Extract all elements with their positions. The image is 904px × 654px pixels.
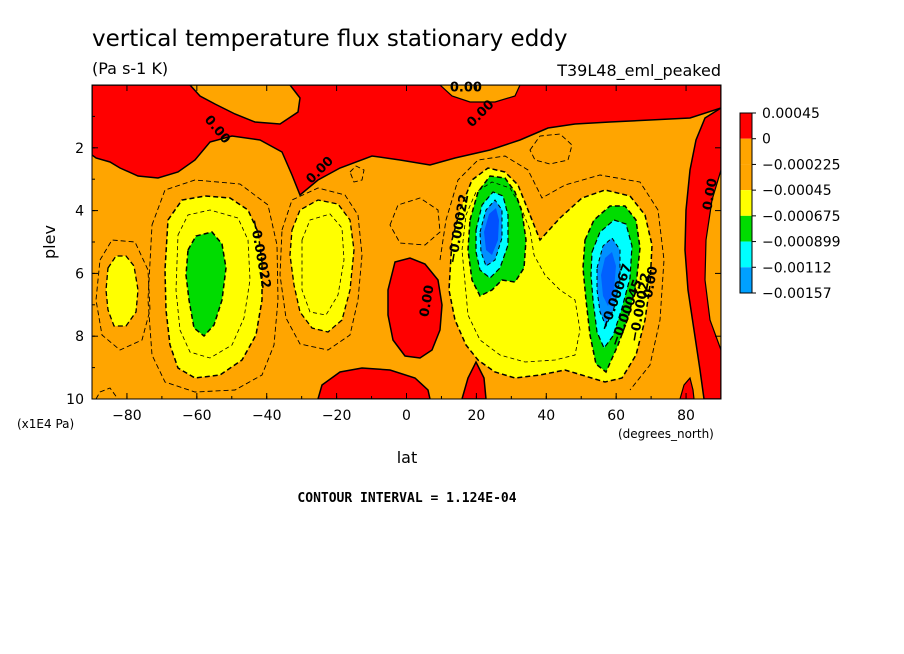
colorbar-swatch — [740, 190, 752, 216]
contour-label: 0.00 — [641, 265, 661, 299]
colorbar-swatch — [740, 215, 752, 242]
contour-inner-60s — [175, 209, 251, 359]
blue-regions — [479, 199, 621, 328]
colorbar-label: −0.000675 — [762, 209, 841, 225]
contour-interval-note: CONTOUR INTERVAL = 1.124E-04 — [297, 491, 516, 506]
chart-units: (Pa s-1 K) — [92, 59, 168, 78]
contour-line-bottom-left — [95, 387, 119, 399]
contour-line-20s-outer — [279, 187, 363, 351]
contour-label: 0.00 — [417, 284, 437, 318]
contour-label: 0.00 — [700, 177, 720, 211]
positive-region-bottom-70n — [679, 376, 695, 399]
x-tick-label: −80 — [112, 408, 142, 424]
colorbar-label: −0.000225 — [762, 157, 841, 173]
colorbar-label: −0.00157 — [762, 286, 832, 302]
positive-region-east-channel — [704, 169, 721, 351]
inner-contours — [175, 181, 581, 363]
contour-inner-nh — [461, 181, 581, 363]
positive-region-top-gap2 — [439, 85, 521, 103]
y-units-label: (x1E4 Pa) — [17, 417, 74, 431]
contour-line-nh-outer — [439, 155, 665, 391]
deep-blue-cell-25n — [484, 208, 499, 255]
negative-cell-80s — [105, 255, 139, 327]
y-tick-label: 8 — [75, 329, 84, 345]
x-units-label: (degrees_north) — [618, 427, 714, 441]
colorbar-swatch — [740, 138, 752, 165]
colorbar-swatch — [740, 113, 752, 139]
y-tick-label: 4 — [75, 204, 84, 220]
y-axis-label: plev — [40, 225, 59, 259]
x-tick-label: 40 — [537, 408, 555, 424]
colorbar-label: −0.000899 — [762, 235, 841, 251]
contour-inner-20s — [301, 213, 345, 316]
contour-label: 0.00 — [450, 80, 482, 95]
negative-cell-20s — [289, 199, 355, 333]
x-tick-label: 20 — [467, 408, 485, 424]
orange-zone-contours — [95, 133, 665, 399]
colorbar-label: −0.00045 — [762, 183, 832, 199]
positive-region-center — [387, 257, 443, 359]
experiment-label: T39L48_eml_peaked — [556, 61, 721, 81]
colorbar-swatch — [740, 267, 752, 293]
x-tick-label: −60 — [182, 408, 212, 424]
colorbar-label: 0 — [762, 132, 771, 148]
contour-field — [92, 85, 721, 399]
contour-line-60s-outer — [147, 179, 279, 393]
contour-line-80s — [95, 239, 151, 351]
colorbar-label: 0.00045 — [762, 106, 820, 122]
x-tick-label: 60 — [607, 408, 625, 424]
colorbar-swatch — [740, 164, 752, 191]
y-tick-label: 2 — [75, 141, 84, 157]
positive-region-bottom-mid — [317, 367, 431, 399]
x-axis-label: lat — [397, 448, 418, 467]
contour-line-top-oval — [529, 133, 573, 165]
y-tick-label: 6 — [75, 266, 84, 282]
colorbar-frame — [739, 112, 753, 294]
colorbar-swatch — [740, 241, 752, 268]
deep-blue-cell-55n — [601, 252, 616, 306]
colorbar: 0.00045 0 −0.000225 −0.00045 −0.000675 −0.000… — [739, 106, 841, 302]
x-tick-label: −20 — [322, 408, 352, 424]
y-tick-label: 10 — [66, 392, 84, 408]
chart-title: vertical temperature flux stationary edd… — [92, 26, 568, 52]
y-axis: 2 4 6 8 10 — [66, 115, 721, 408]
positive-region-top-gap — [188, 85, 301, 125]
green-cell-60s — [185, 231, 227, 338]
positive-region-bottom-20n — [461, 360, 487, 399]
colorbar-label: −0.00112 — [762, 260, 832, 276]
x-tick-label: −40 — [252, 408, 282, 424]
x-tick-label: 0 — [402, 408, 411, 424]
x-tick-label: 80 — [677, 408, 695, 424]
positive-regions — [92, 85, 721, 399]
contour-line-center-small — [389, 197, 441, 246]
